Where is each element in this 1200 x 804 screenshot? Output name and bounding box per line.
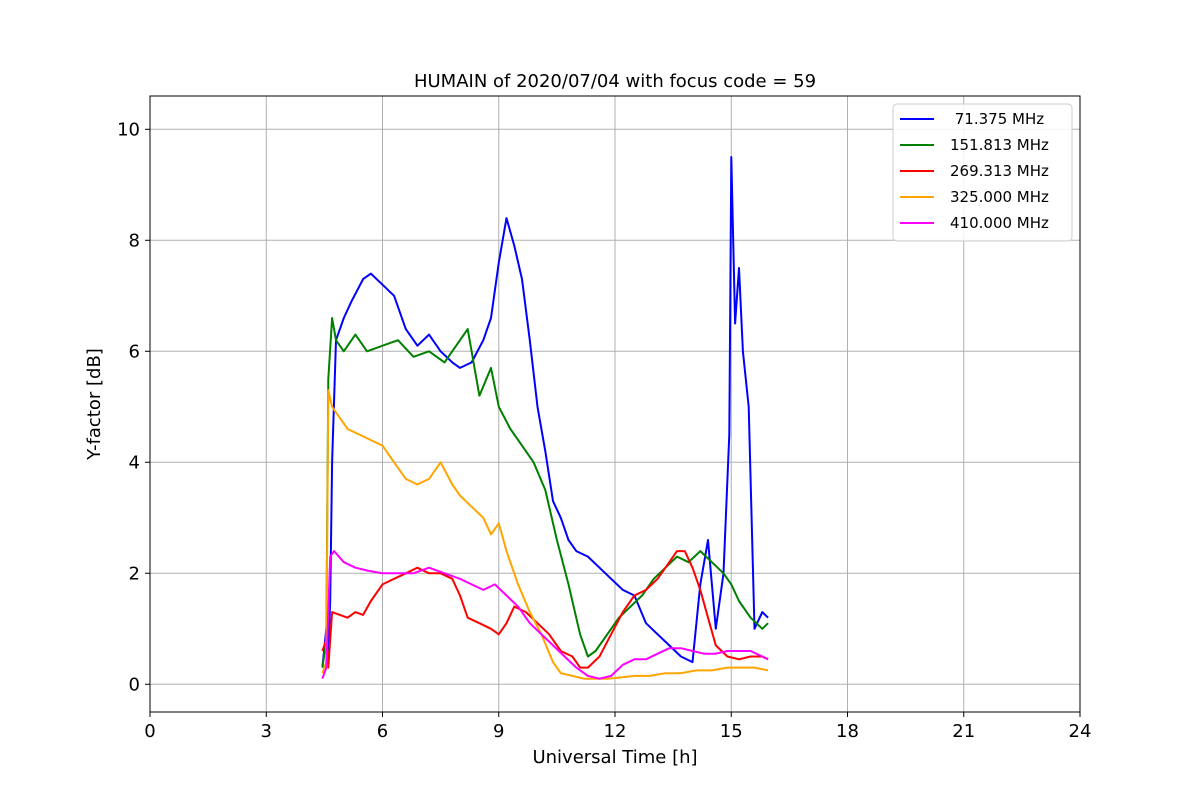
legend-label-1: 71.375 MHz — [950, 110, 1044, 128]
y-axis-ticks: 0 2 4 6 8 10 — [117, 119, 150, 695]
x-axis-ticks: 0 3 6 9 12 15 18 21 24 — [144, 712, 1091, 742]
y-tick-label: 2 — [129, 563, 140, 584]
legend: 71.375 MHz 151.813 MHz 269.313 MHz 325.000 … — [892, 103, 1073, 242]
x-tick-label: 0 — [144, 721, 155, 742]
series-lines — [321, 156, 769, 680]
y-tick-label: 8 — [129, 230, 140, 251]
legend-box — [892, 103, 1073, 242]
x-tick-label: 21 — [952, 721, 975, 742]
legend-label-5: 410.000 MHz — [950, 214, 1049, 232]
x-tick-label: 18 — [836, 721, 859, 742]
legend-label-4: 325.000 MHz — [950, 188, 1049, 206]
series-line-2 — [321, 317, 769, 668]
y-tick-label: 4 — [129, 452, 140, 473]
x-tick-label: 3 — [261, 721, 272, 742]
x-tick-label: 24 — [1069, 721, 1092, 742]
x-tick-label: 6 — [377, 721, 388, 742]
series-line-5 — [321, 550, 769, 680]
series-line-4 — [321, 389, 769, 680]
legend-label-2: 151.813 MHz — [950, 136, 1049, 154]
y-tick-label: 10 — [117, 119, 140, 140]
chart-title: HUMAIN of 2020/07/04 with focus code = 5… — [414, 71, 816, 92]
y-tick-label: 6 — [129, 341, 140, 362]
x-tick-label: 15 — [720, 721, 743, 742]
legend-label-3: 269.313 MHz — [950, 162, 1049, 180]
x-axis-label: Universal Time [h] — [532, 747, 697, 768]
x-tick-label: 9 — [493, 721, 504, 742]
y-tick-label: 0 — [129, 674, 140, 695]
y-axis-label: Y-factor [dB] — [84, 348, 105, 461]
x-tick-label: 12 — [604, 721, 627, 742]
